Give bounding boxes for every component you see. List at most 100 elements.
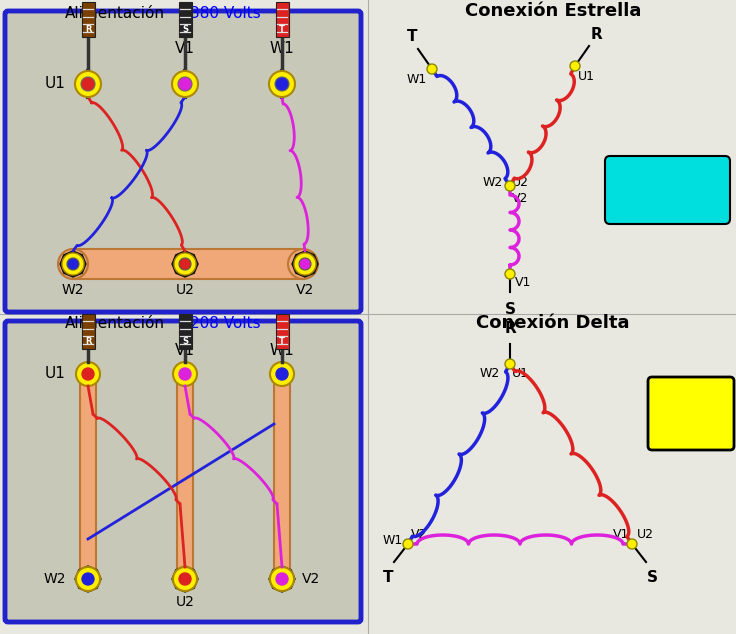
Text: U1: U1: [578, 70, 595, 83]
Circle shape: [75, 71, 101, 97]
Text: Conexión Delta: Conexión Delta: [476, 314, 630, 332]
Circle shape: [179, 573, 191, 585]
Text: V2: V2: [411, 528, 428, 541]
Circle shape: [427, 64, 437, 74]
Circle shape: [627, 539, 637, 549]
Circle shape: [299, 258, 311, 270]
Circle shape: [505, 181, 515, 191]
Polygon shape: [172, 566, 198, 592]
Bar: [82, 314, 95, 349]
Text: T: T: [279, 337, 285, 346]
Text: W1: W1: [269, 41, 294, 56]
Circle shape: [505, 359, 515, 369]
Circle shape: [58, 249, 88, 279]
Circle shape: [82, 573, 94, 585]
Circle shape: [174, 253, 196, 275]
Circle shape: [275, 77, 289, 91]
Circle shape: [62, 253, 84, 275]
Text: U1: U1: [45, 366, 66, 382]
Text: U1: U1: [512, 367, 529, 380]
Circle shape: [270, 567, 294, 591]
Circle shape: [172, 71, 198, 97]
Bar: [276, 314, 289, 349]
Circle shape: [179, 368, 191, 380]
Circle shape: [76, 567, 100, 591]
Polygon shape: [292, 251, 318, 277]
Circle shape: [80, 571, 96, 587]
Polygon shape: [75, 566, 101, 592]
Text: V2: V2: [302, 572, 320, 586]
Circle shape: [294, 253, 316, 275]
Bar: [80, 374, 96, 579]
Text: V1: V1: [175, 343, 195, 358]
Text: 208 Volts: 208 Volts: [190, 316, 261, 331]
Text: S: S: [182, 337, 188, 346]
Text: W2: W2: [480, 367, 500, 380]
Text: U2: U2: [176, 595, 194, 609]
Circle shape: [288, 249, 318, 279]
Text: W1: W1: [269, 343, 294, 358]
Text: S: S: [504, 302, 515, 317]
FancyBboxPatch shape: [5, 11, 361, 312]
FancyBboxPatch shape: [648, 377, 734, 450]
Text: Alimentación: Alimentación: [65, 6, 165, 21]
Circle shape: [269, 71, 295, 97]
Text: R: R: [85, 337, 91, 346]
Text: 380 Volts: 380 Volts: [190, 6, 261, 21]
Bar: [276, 2, 289, 37]
Text: R: R: [591, 27, 603, 42]
Text: S: S: [182, 25, 188, 34]
Circle shape: [76, 362, 100, 386]
Circle shape: [177, 571, 193, 587]
Circle shape: [177, 366, 193, 382]
Text: W1: W1: [383, 534, 403, 548]
Circle shape: [270, 362, 294, 386]
Circle shape: [178, 77, 192, 91]
Circle shape: [173, 362, 197, 386]
Text: T: T: [407, 29, 417, 44]
Text: T: T: [383, 570, 393, 585]
Text: U2: U2: [637, 528, 654, 541]
Text: U2: U2: [176, 283, 194, 297]
Bar: [177, 374, 193, 579]
Circle shape: [173, 567, 197, 591]
Text: Conexión Estrella: Conexión Estrella: [465, 2, 641, 20]
Bar: [179, 2, 192, 37]
Polygon shape: [172, 251, 198, 277]
Text: V2: V2: [512, 192, 528, 205]
Bar: [82, 2, 95, 37]
Circle shape: [81, 77, 95, 91]
Circle shape: [274, 366, 290, 382]
Circle shape: [179, 258, 191, 270]
Text: W2: W2: [43, 572, 66, 586]
Bar: [179, 314, 192, 349]
Bar: [73, 249, 303, 279]
Circle shape: [403, 539, 413, 549]
FancyBboxPatch shape: [605, 156, 730, 224]
Text: U2: U2: [512, 176, 529, 190]
Bar: [274, 374, 290, 579]
Circle shape: [80, 366, 96, 382]
Text: W2: W2: [483, 176, 503, 190]
Text: Bajo
Voltaje: Bajo Voltaje: [661, 398, 721, 430]
Text: Alto
Voltaje: Alto Voltaje: [634, 171, 700, 209]
Text: V2: V2: [296, 283, 314, 297]
Circle shape: [82, 368, 94, 380]
Text: Alimentación: Alimentación: [65, 316, 165, 331]
Text: W2: W2: [62, 283, 84, 297]
Circle shape: [505, 269, 515, 279]
Text: S: S: [646, 570, 657, 585]
Circle shape: [276, 573, 288, 585]
Text: V1: V1: [515, 276, 531, 289]
Polygon shape: [60, 251, 86, 277]
Text: R: R: [504, 321, 516, 336]
Text: V1: V1: [612, 528, 629, 541]
Text: V1: V1: [175, 41, 195, 56]
Circle shape: [274, 571, 290, 587]
Text: W1: W1: [407, 73, 427, 86]
Text: U1: U1: [45, 77, 66, 91]
Circle shape: [276, 368, 288, 380]
Text: T: T: [279, 25, 285, 34]
Polygon shape: [269, 566, 295, 592]
Circle shape: [67, 258, 79, 270]
